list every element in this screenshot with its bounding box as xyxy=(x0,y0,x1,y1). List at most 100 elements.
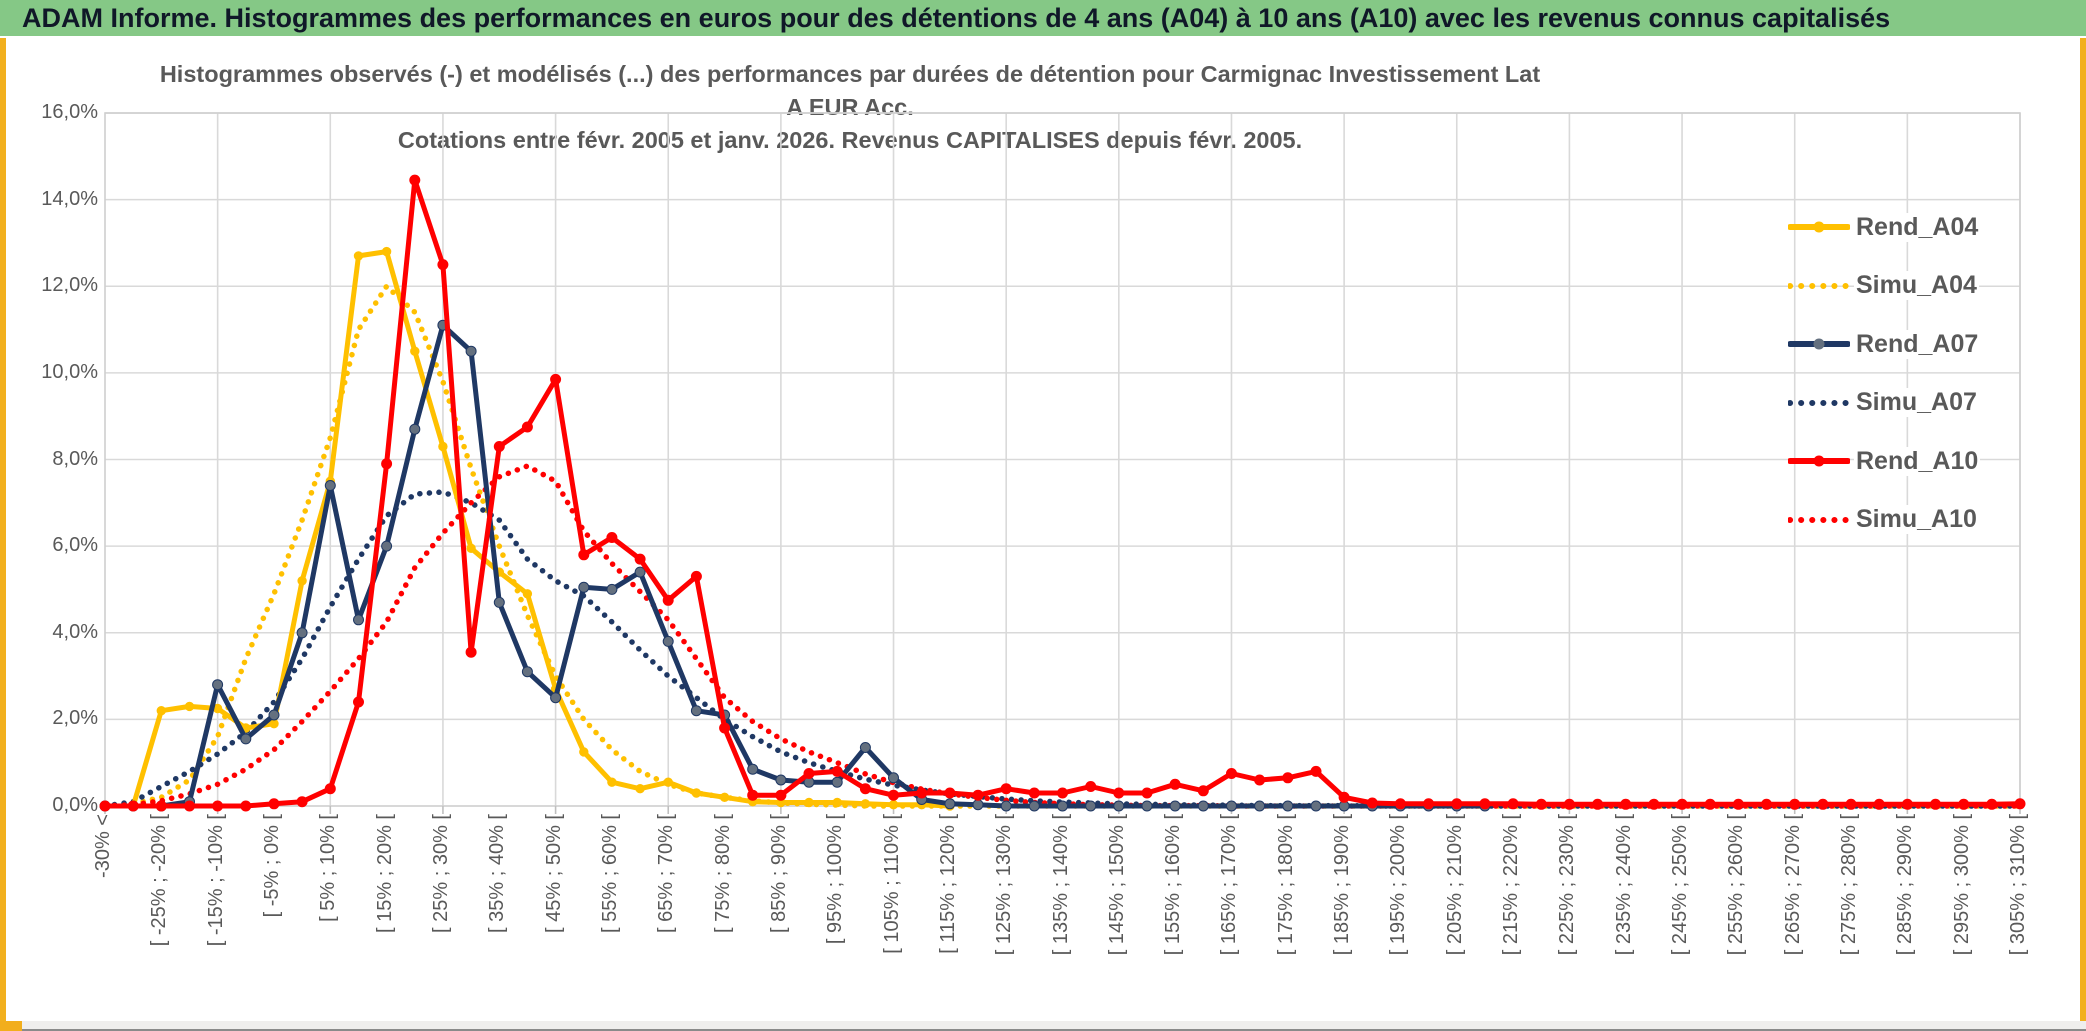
marker-rend_a10 xyxy=(1000,783,1012,795)
marker-rend_a07 xyxy=(465,345,477,357)
marker-rend_a07 xyxy=(1085,800,1097,812)
legend-label-simu_a10: Simu_A10 xyxy=(1854,505,1979,534)
marker-rend_a07 xyxy=(606,583,618,595)
marker-rend_a07 xyxy=(747,763,759,775)
legend-label-rend_a10: Rend_A10 xyxy=(1854,446,1981,476)
marker-rend_a10 xyxy=(437,259,449,271)
marker-rend_a04 xyxy=(607,777,617,787)
marker-rend_a10 xyxy=(859,783,871,795)
marker-rend_a10 xyxy=(747,789,759,801)
x-axis-label: [ 295% ; 300% [ xyxy=(1950,814,1973,956)
marker-rend_a07 xyxy=(578,581,590,593)
y-axis-label: 6,0% xyxy=(52,534,98,557)
x-axis-label: [ 95% ; 100% [ xyxy=(824,814,847,945)
marker-rend_a04 xyxy=(663,777,673,787)
marker-rend_a10 xyxy=(1901,798,1913,810)
x-axis-label: [ 115% ; 120% [ xyxy=(936,814,959,954)
marker-rend_a10 xyxy=(1817,798,1829,810)
marker-rend_a04 xyxy=(438,441,448,452)
marker-rend_a10 xyxy=(1451,798,1463,810)
marker-rend_a10 xyxy=(1338,791,1350,803)
legend-entry-simu_a10: Simu_A10 xyxy=(1788,505,1979,535)
x-axis-label: [ 145% ; 150% [ xyxy=(1105,814,1128,956)
marker-rend_a10 xyxy=(1761,798,1772,810)
legend-label-rend_a07: Rend_A07 xyxy=(1854,329,1981,359)
right-edge-accent xyxy=(2080,38,2086,1031)
marker-rend_a10 xyxy=(550,373,562,385)
marker-rend_a04 xyxy=(832,797,842,808)
marker-rend_a10 xyxy=(2014,798,2026,810)
marker-rend_a10 xyxy=(268,798,280,810)
marker-rend_a07 xyxy=(550,692,562,704)
x-axis-label: [ -5% ; 0% [ xyxy=(260,814,283,918)
marker-rend_a07 xyxy=(972,799,984,811)
x-axis-label: [ 25% ; 30% [ xyxy=(429,814,452,933)
marker-rend_a10 xyxy=(353,696,364,708)
legend-swatch-simu_a10 xyxy=(1788,516,1850,523)
x-axis-label: [ 255% ; 260% [ xyxy=(1725,814,1748,956)
marker-rend_a07 xyxy=(409,423,421,435)
banner-title: ADAM Informe. Histogrammes des performan… xyxy=(0,0,2086,36)
legend-label-rend_a04: Rend_A04 xyxy=(1854,212,1981,242)
marker-rend_a10 xyxy=(1845,798,1857,810)
marker-rend_a10 xyxy=(1479,798,1491,810)
legend-swatch-simu_a07 xyxy=(1788,399,1850,406)
marker-rend_a10 xyxy=(803,768,815,779)
marker-rend_a10 xyxy=(831,765,843,777)
marker-rend_a10 xyxy=(1310,765,1322,777)
marker-rend_a07 xyxy=(1282,800,1294,812)
marker-rend_a07 xyxy=(268,709,280,721)
marker-rend_a10 xyxy=(775,789,787,801)
marker-rend_a10 xyxy=(296,796,308,808)
marker-rend_a10 xyxy=(606,532,618,543)
x-axis-label: [ 265% ; 270% [ xyxy=(1781,814,1804,956)
bottom-scroll-strip[interactable] xyxy=(0,1021,2086,1031)
marker-rend_a10 xyxy=(1366,797,1378,809)
x-axis-label: [ -25% ; -20% [ xyxy=(148,814,171,947)
marker-rend_a07 xyxy=(493,596,505,608)
marker-rend_a04 xyxy=(184,701,195,712)
marker-rend_a10 xyxy=(381,458,393,470)
y-axis-label: 10,0% xyxy=(41,360,98,383)
marker-rend_a07 xyxy=(888,772,899,784)
legend-label-simu_a04: Simu_A04 xyxy=(1854,271,1979,300)
legend-entry-rend_a07: Rend_A07 xyxy=(1788,329,1981,359)
x-axis-label: -30% < xyxy=(92,814,114,878)
marker-rend_a07 xyxy=(1310,800,1322,812)
marker-rend_a10 xyxy=(1085,781,1097,792)
x-axis-label: [ 245% ; 250% [ xyxy=(1669,814,1692,956)
marker-rend_a04 xyxy=(719,792,730,802)
x-axis-label: [ 185% ; 190% [ xyxy=(1331,814,1354,956)
marker-rend_a10 xyxy=(1704,798,1716,810)
x-axis-label: [ 175% ; 180% [ xyxy=(1274,814,1297,956)
marker-rend_a10 xyxy=(1789,798,1801,810)
x-axis-label: [ 165% ; 170% [ xyxy=(1218,814,1241,956)
marker-rend_a10 xyxy=(155,800,167,812)
legend-entry-rend_a10: Rend_A10 xyxy=(1788,446,1981,476)
x-axis-label: [ 15% ; 20% [ xyxy=(373,814,396,933)
marker-rend_a10 xyxy=(1057,787,1068,799)
marker-rend_a04 xyxy=(691,788,702,798)
y-axis-label: 2,0% xyxy=(52,707,98,730)
marker-rend_a07 xyxy=(240,733,252,745)
y-axis-label: 14,0% xyxy=(41,187,98,210)
marker-rend_a04 xyxy=(381,246,392,257)
marker-rend_a10 xyxy=(888,789,899,801)
marker-rend_a10 xyxy=(99,800,111,812)
x-axis-label: [ 5% ; 10% [ xyxy=(317,814,340,922)
marker-rend_a10 xyxy=(1141,787,1153,799)
x-axis-label: [ 55% ; 60% [ xyxy=(598,814,621,933)
marker-rend_a10 xyxy=(521,421,533,433)
marker-rend_a07 xyxy=(1141,800,1153,812)
marker-rend_a10 xyxy=(1423,798,1435,810)
marker-rend_a07 xyxy=(831,776,843,788)
x-axis-label: [ 305% ; 310% [ xyxy=(2007,814,2029,956)
marker-rend_a04 xyxy=(579,747,589,757)
marker-rend_a07 xyxy=(296,627,308,639)
marker-rend_a10 xyxy=(690,570,702,582)
chart-title-line1: Histogrammes observés (-) et modélisés (… xyxy=(159,61,1541,120)
x-axis-label: [ 85% ; 90% [ xyxy=(767,814,790,933)
marker-rend_a07 xyxy=(690,705,702,717)
marker-rend_a10 xyxy=(409,174,421,186)
